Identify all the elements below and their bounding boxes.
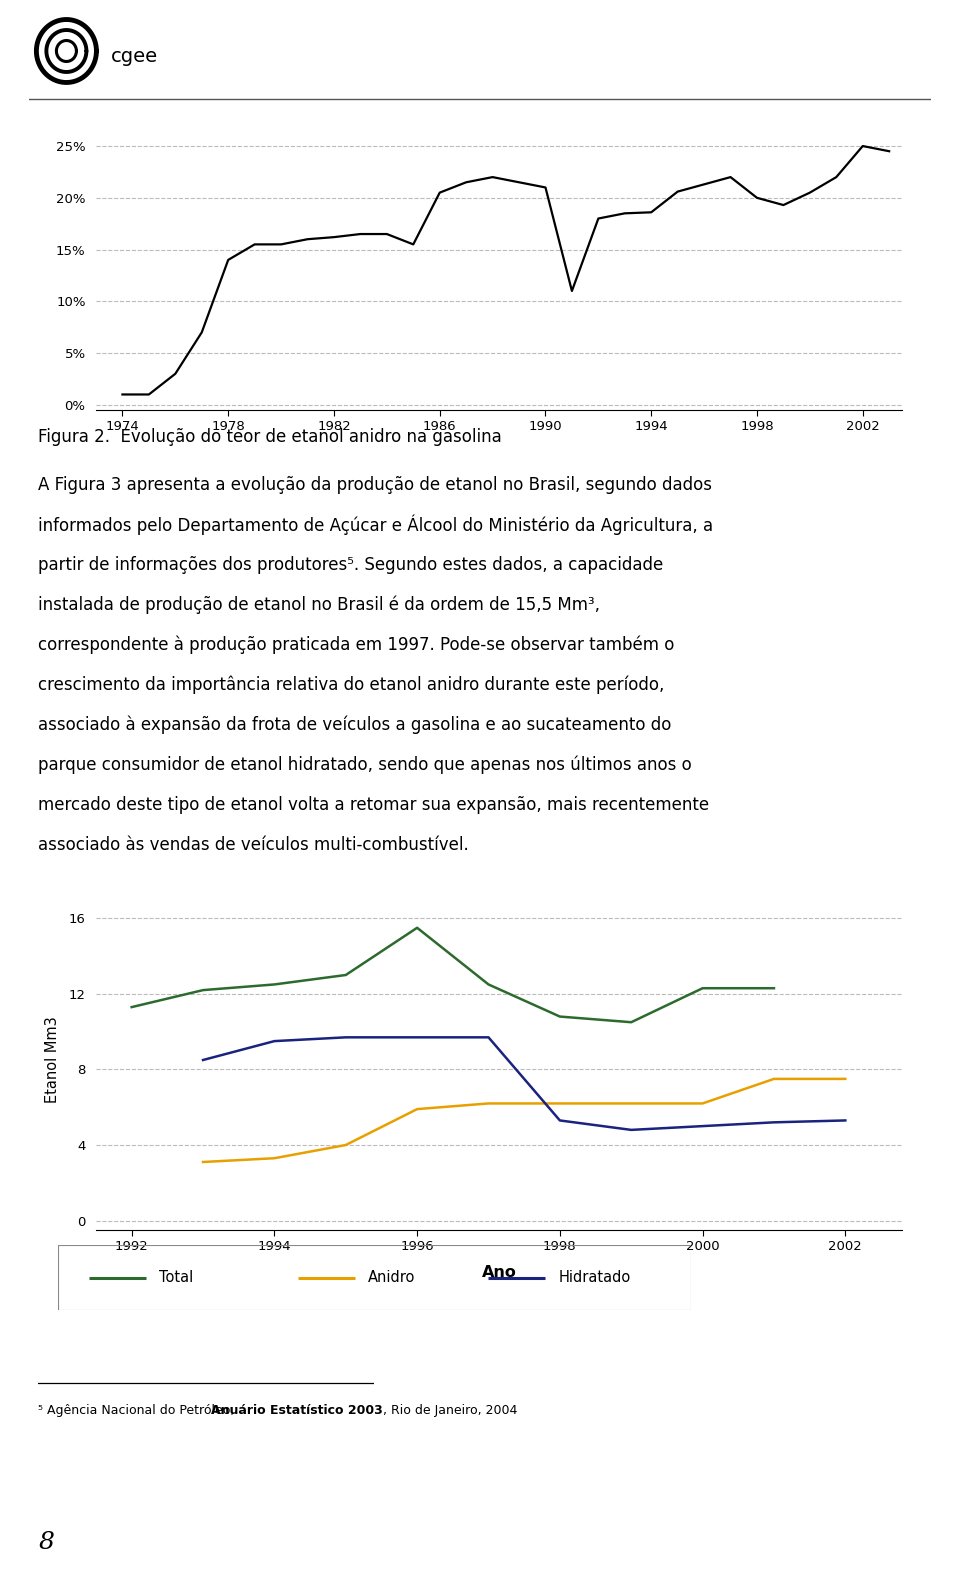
Text: , Rio de Janeiro, 2004: , Rio de Janeiro, 2004 xyxy=(383,1404,517,1417)
Text: instalada de produção de etanol no Brasil é da ordem de 15,5 Mm³,: instalada de produção de etanol no Brasi… xyxy=(38,595,600,614)
Text: cgee: cgee xyxy=(110,47,157,66)
Text: A Figura 3 apresenta a evolução da produção de etanol no Brasil, segundo dados: A Figura 3 apresenta a evolução da produ… xyxy=(38,476,712,493)
Text: parque consumidor de etanol hidratado, sendo que apenas nos últimos anos o: parque consumidor de etanol hidratado, s… xyxy=(38,756,692,775)
Text: informados pelo Departamento de Açúcar e Álcool do Ministério da Agricultura, a: informados pelo Departamento de Açúcar e… xyxy=(38,515,713,536)
Text: Anidro: Anidro xyxy=(368,1269,416,1285)
Text: associado às vendas de veículos multi-combustível.: associado às vendas de veículos multi-co… xyxy=(38,836,469,855)
X-axis label: Ano: Ano xyxy=(482,1265,516,1279)
Text: partir de informações dos produtores⁵. Segundo estes dados, a capacidade: partir de informações dos produtores⁵. S… xyxy=(38,556,663,573)
Text: Total: Total xyxy=(159,1269,193,1285)
Text: crescimento da importância relativa do etanol anidro durante este período,: crescimento da importância relativa do e… xyxy=(38,676,664,694)
Text: correspondente à produção praticada em 1997. Pode-se observar também o: correspondente à produção praticada em 1… xyxy=(38,636,675,654)
Text: ⁵ Agência Nacional do Petróleo,: ⁵ Agência Nacional do Petróleo, xyxy=(38,1404,239,1417)
Text: Hidratado: Hidratado xyxy=(558,1269,631,1285)
Y-axis label: Etanol Mm3: Etanol Mm3 xyxy=(45,1016,60,1103)
Text: Figura 2.  Evolução do teor de etanol anidro na gasolina: Figura 2. Evolução do teor de etanol ani… xyxy=(38,429,502,446)
Text: Anuário Estatístico 2003: Anuário Estatístico 2003 xyxy=(210,1404,382,1417)
Text: associado à expansão da frota de veículos a gasolina e ao sucateamento do: associado à expansão da frota de veículo… xyxy=(38,716,672,734)
Text: mercado deste tipo de etanol volta a retomar sua expansão, mais recentemente: mercado deste tipo de etanol volta a ret… xyxy=(38,796,709,814)
Text: 8: 8 xyxy=(38,1532,55,1554)
